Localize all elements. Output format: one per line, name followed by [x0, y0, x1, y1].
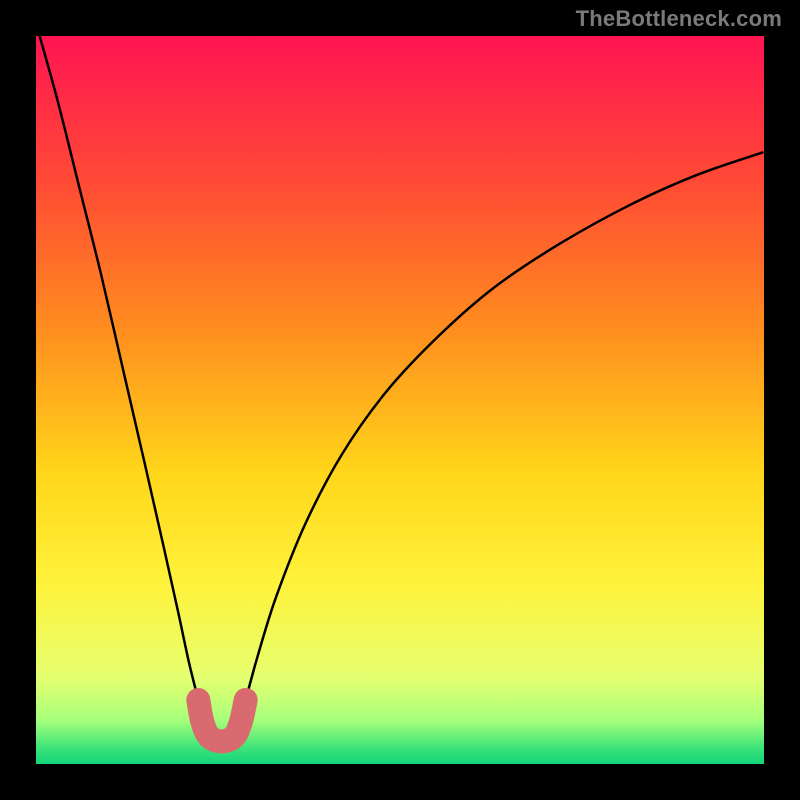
gradient-background [36, 36, 764, 764]
chart-container: TheBottleneck.com [0, 0, 800, 800]
watermark-text: TheBottleneck.com [576, 6, 782, 32]
